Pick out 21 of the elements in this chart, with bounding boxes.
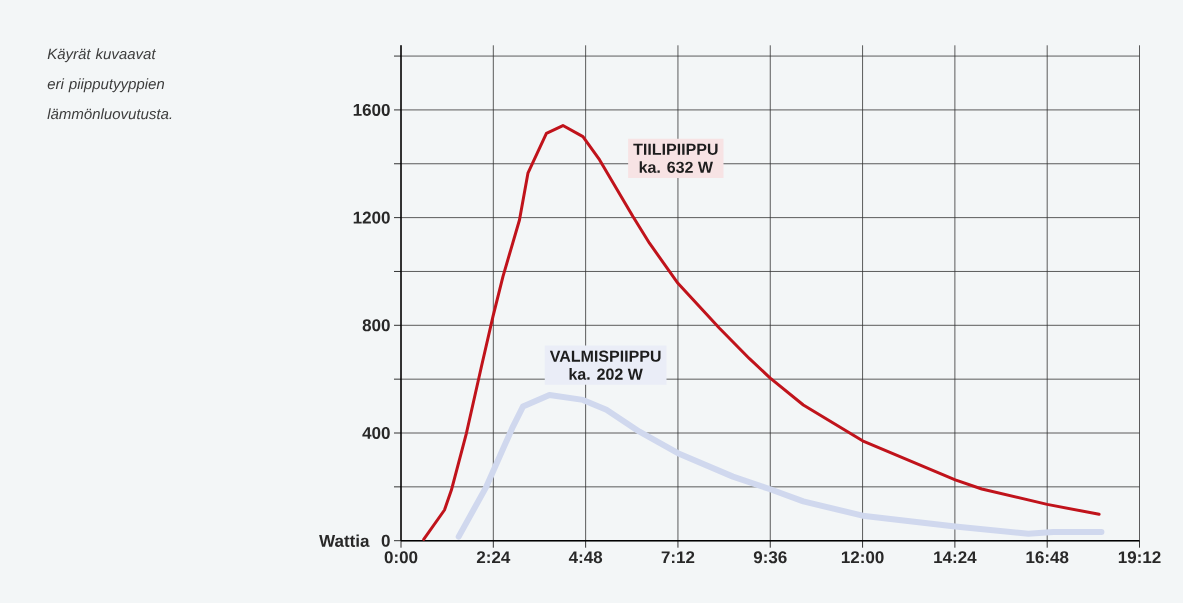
- x-tick-label: 4:48: [568, 551, 603, 564]
- x-tick-label: 2:24: [476, 551, 511, 564]
- y-tick-label: 1200: [353, 211, 390, 224]
- y-tick-label: 1600: [353, 103, 390, 116]
- line-series: [422, 124, 1101, 541]
- annotation: ka. 632 W: [639, 161, 713, 173]
- annotation: ka. 202 W: [569, 368, 643, 380]
- x-tick-label: 7:12: [661, 551, 695, 564]
- text: VALMISPIIPPU: [549, 350, 661, 362]
- y-tick-label: 400: [362, 426, 390, 440]
- text: Käyrät kuvaavat eri piipputyyppien lämmönluovutusta.: [47, 48, 172, 120]
- y-tick-label: 800: [362, 319, 390, 332]
- x-tick-label: 14:24: [934, 551, 977, 564]
- y-axis-title: Wattia: [319, 534, 370, 547]
- x-tick-label: 16:48: [1026, 551, 1069, 564]
- x-tick-label: 9:36: [753, 551, 787, 564]
- x-tick-label: 0:00: [384, 551, 418, 564]
- series-label: TIILIPIIPPU: [633, 143, 718, 155]
- x-tick-label: 19:12: [1118, 551, 1161, 564]
- y-tick-label: 0: [381, 534, 390, 547]
- x-tick-label: 12:00: [841, 551, 884, 564]
